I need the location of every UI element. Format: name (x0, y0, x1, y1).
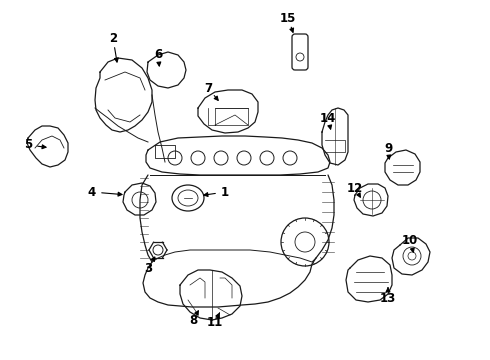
Text: 7: 7 (204, 81, 212, 94)
Text: 12: 12 (347, 181, 363, 194)
Text: 11: 11 (207, 315, 223, 328)
Text: 6: 6 (154, 49, 162, 62)
Text: 14: 14 (320, 112, 336, 125)
Text: 10: 10 (402, 234, 418, 247)
Text: 5: 5 (24, 139, 32, 152)
Text: 2: 2 (109, 31, 117, 45)
Text: 15: 15 (280, 12, 296, 24)
Text: 8: 8 (189, 314, 197, 327)
Text: 13: 13 (380, 292, 396, 305)
Text: 9: 9 (384, 141, 392, 154)
Text: 4: 4 (88, 185, 96, 198)
Text: 3: 3 (144, 261, 152, 274)
Text: 1: 1 (221, 185, 229, 198)
